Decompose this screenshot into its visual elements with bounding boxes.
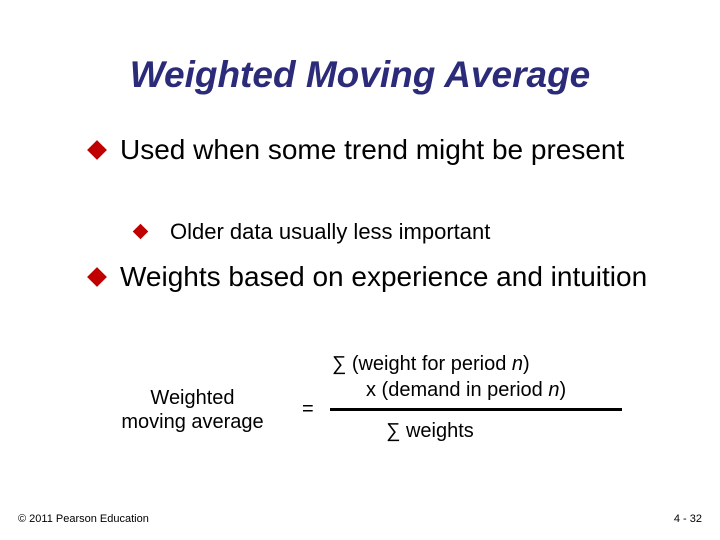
bullet-marker (87, 267, 107, 287)
formula-left-line: Weighted (150, 387, 235, 409)
formula-equals: = (302, 398, 314, 420)
formula-left: Weighted moving average (100, 386, 285, 434)
denominator: ∑ weights (386, 420, 474, 442)
sub-bullet-marker (132, 223, 149, 240)
bullet-text: Used when some trend might be present (120, 134, 625, 165)
text: n (548, 379, 560, 401)
fraction-bar (330, 408, 622, 411)
numerator-line: ∑ (weight for period n) (332, 353, 530, 376)
text: n (511, 353, 524, 375)
text: x (demand in period (366, 379, 549, 401)
sub-bullet-text: Older data usually less important (170, 219, 491, 244)
footer-page: 4 - 32 (673, 513, 702, 525)
text: ∑ (weight for period (332, 353, 512, 375)
bullet-marker (87, 140, 107, 160)
footer-copyright: © 2011 Pearson Education (18, 513, 149, 525)
numerator-line: x (demand in period n) (366, 379, 566, 402)
slide-title: Weighted Moving Average (129, 54, 591, 95)
bullet-text: Weights based on experience and intuitio… (120, 261, 648, 292)
text: ) (559, 379, 567, 401)
text: ) (523, 353, 530, 375)
formula-left-line: moving average (121, 411, 264, 433)
